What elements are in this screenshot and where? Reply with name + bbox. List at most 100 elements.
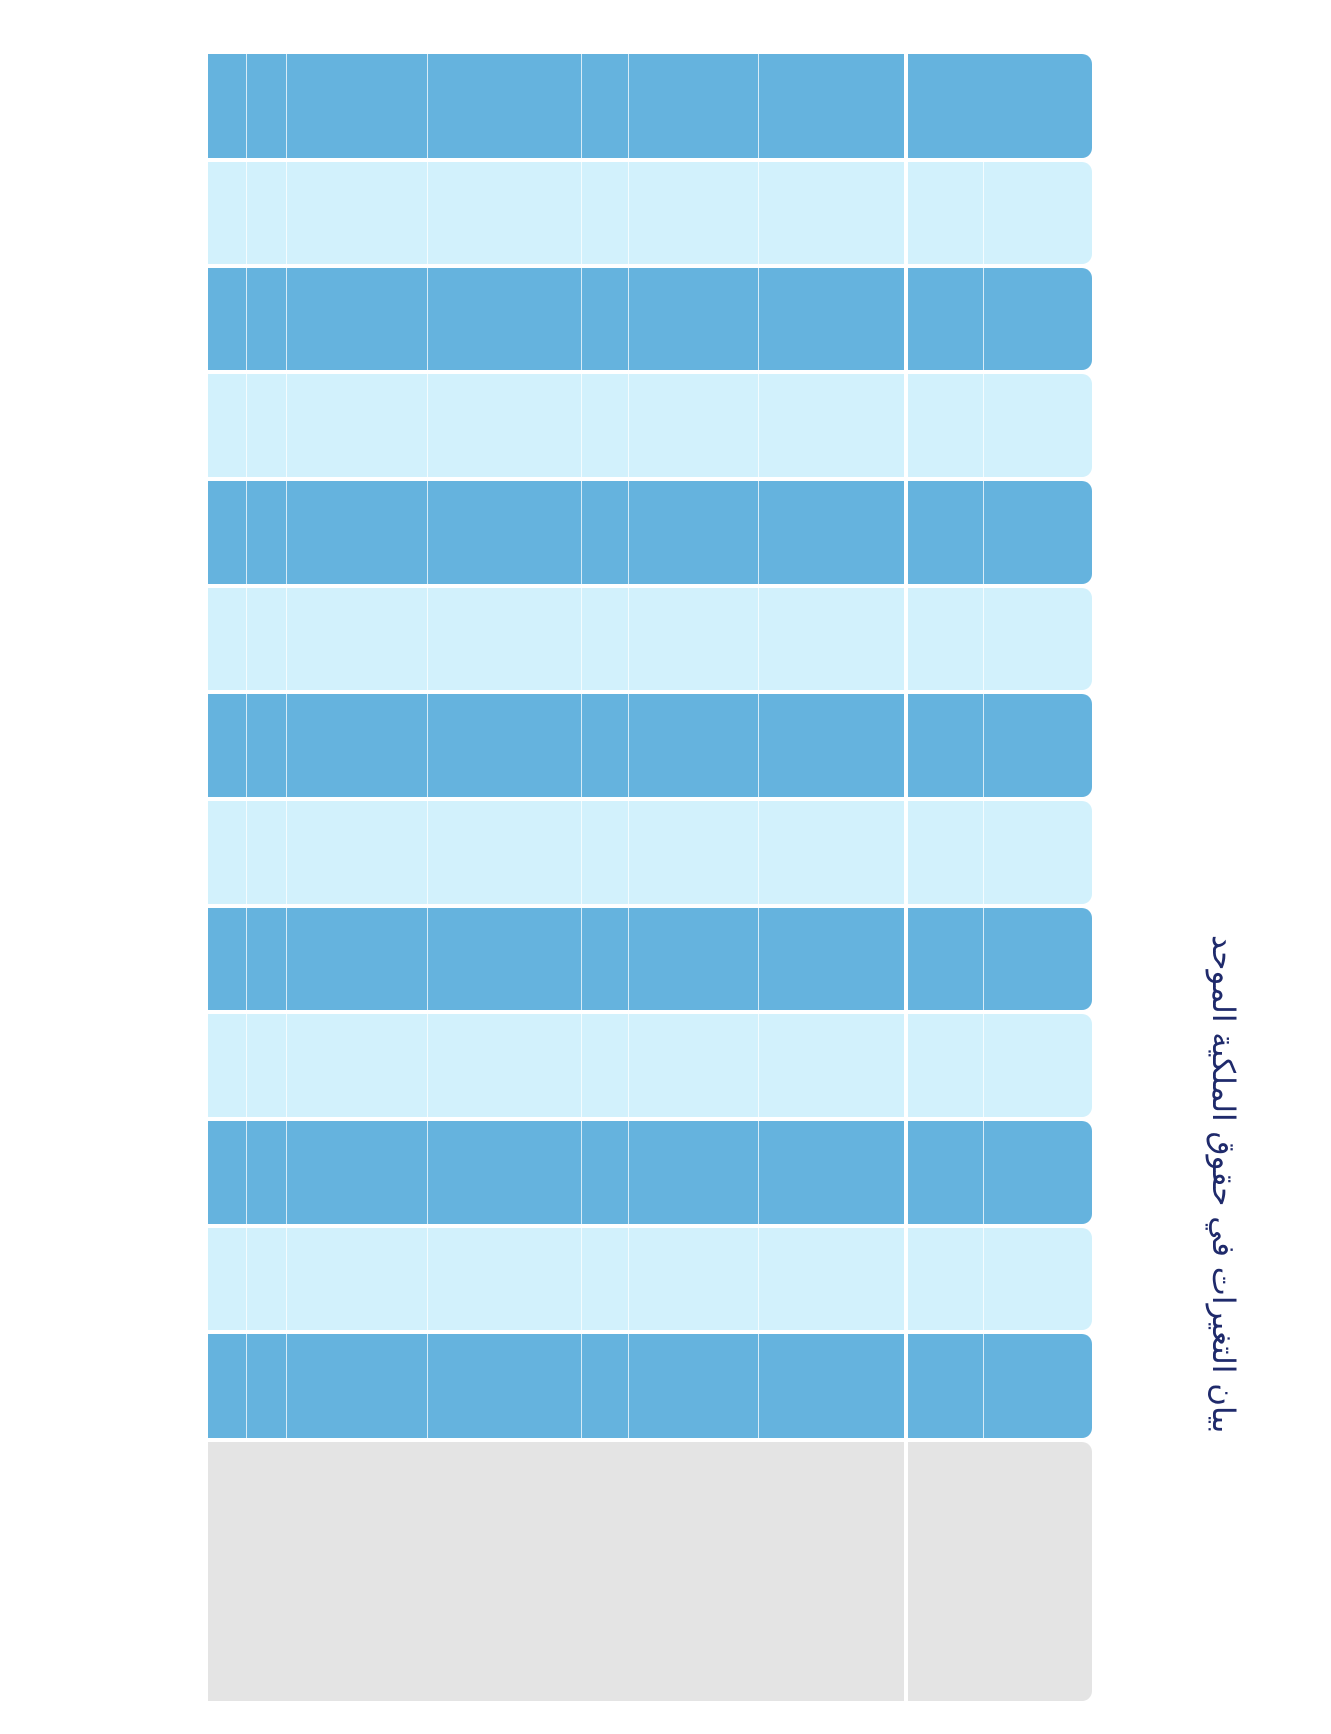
column-divider: [983, 908, 984, 1010]
column-divider: [983, 694, 984, 797]
column-divider: [246, 374, 247, 477]
column-divider: [628, 162, 629, 264]
column-divider: [758, 588, 759, 690]
table-row: [208, 162, 1092, 264]
column-divider: [286, 694, 287, 797]
column-divider: [581, 908, 582, 1010]
column-divider: [427, 374, 428, 477]
column-divider: [581, 162, 582, 264]
column-divider: [628, 801, 629, 904]
table-row: [208, 481, 1092, 584]
column-group-divider: [904, 481, 908, 584]
table-row: [208, 588, 1092, 690]
column-divider: [286, 1121, 287, 1224]
column-divider: [286, 1334, 287, 1438]
column-divider: [628, 268, 629, 370]
column-divider: [246, 908, 247, 1010]
column-divider: [758, 694, 759, 797]
column-divider: [758, 801, 759, 904]
column-group-divider: [904, 54, 908, 158]
column-divider: [581, 481, 582, 584]
table-row: [208, 694, 1092, 797]
table-row: [208, 1228, 1092, 1330]
page-title: بيان التغيرات في حقوق الملكية الموحد: [1205, 935, 1241, 1434]
column-divider: [427, 908, 428, 1010]
column-divider: [983, 1014, 984, 1117]
column-divider: [581, 694, 582, 797]
column-divider: [581, 1121, 582, 1224]
column-divider: [427, 694, 428, 797]
column-divider: [628, 1228, 629, 1330]
column-divider: [246, 54, 247, 158]
column-divider: [983, 1228, 984, 1330]
column-divider: [581, 588, 582, 690]
table-row: [208, 268, 1092, 370]
column-divider: [427, 1228, 428, 1330]
table-row: [208, 801, 1092, 904]
column-group-divider: [904, 1121, 908, 1224]
column-group-divider: [904, 1442, 908, 1701]
column-divider: [983, 588, 984, 690]
column-divider: [581, 268, 582, 370]
column-divider: [581, 1014, 582, 1117]
column-divider: [628, 481, 629, 584]
column-divider: [246, 162, 247, 264]
column-divider: [427, 588, 428, 690]
column-divider: [983, 1334, 984, 1438]
column-divider: [758, 1334, 759, 1438]
column-divider: [286, 54, 287, 158]
column-group-divider: [904, 162, 908, 264]
column-divider: [983, 162, 984, 264]
column-group-divider: [904, 588, 908, 690]
table-total-band: [208, 1442, 1092, 1701]
column-divider: [983, 374, 984, 477]
column-divider: [983, 1121, 984, 1224]
column-divider: [427, 801, 428, 904]
column-group-divider: [904, 374, 908, 477]
column-divider: [758, 374, 759, 477]
table-row: [208, 1121, 1092, 1224]
column-divider: [628, 588, 629, 690]
column-group-divider: [904, 694, 908, 797]
column-divider: [581, 54, 582, 158]
column-divider: [983, 268, 984, 370]
column-divider: [286, 1228, 287, 1330]
column-divider: [427, 1014, 428, 1117]
column-divider: [758, 1014, 759, 1117]
column-group-divider: [904, 1228, 908, 1330]
column-divider: [427, 54, 428, 158]
column-divider: [758, 1228, 759, 1330]
column-divider: [246, 801, 247, 904]
column-divider: [628, 374, 629, 477]
column-group-divider: [904, 908, 908, 1010]
column-divider: [246, 1014, 247, 1117]
column-divider: [246, 588, 247, 690]
column-divider: [246, 268, 247, 370]
column-divider: [246, 1228, 247, 1330]
column-divider: [427, 268, 428, 370]
column-divider: [246, 694, 247, 797]
column-divider: [758, 162, 759, 264]
column-divider: [581, 374, 582, 477]
column-divider: [246, 481, 247, 584]
column-divider: [628, 908, 629, 1010]
column-divider: [427, 481, 428, 584]
column-group-divider: [904, 1334, 908, 1438]
column-group-divider: [904, 268, 908, 370]
column-divider: [758, 481, 759, 584]
column-divider: [628, 1014, 629, 1117]
column-group-divider: [904, 801, 908, 904]
table-row: [208, 374, 1092, 477]
column-divider: [581, 1228, 582, 1330]
table-row: [208, 1334, 1092, 1438]
column-divider: [286, 801, 287, 904]
column-divider: [628, 1121, 629, 1224]
column-divider: [581, 1334, 582, 1438]
column-divider: [286, 374, 287, 477]
table-header-band: [208, 54, 1092, 158]
column-divider: [758, 54, 759, 158]
column-divider: [983, 481, 984, 584]
column-divider: [758, 908, 759, 1010]
column-divider: [286, 1014, 287, 1117]
